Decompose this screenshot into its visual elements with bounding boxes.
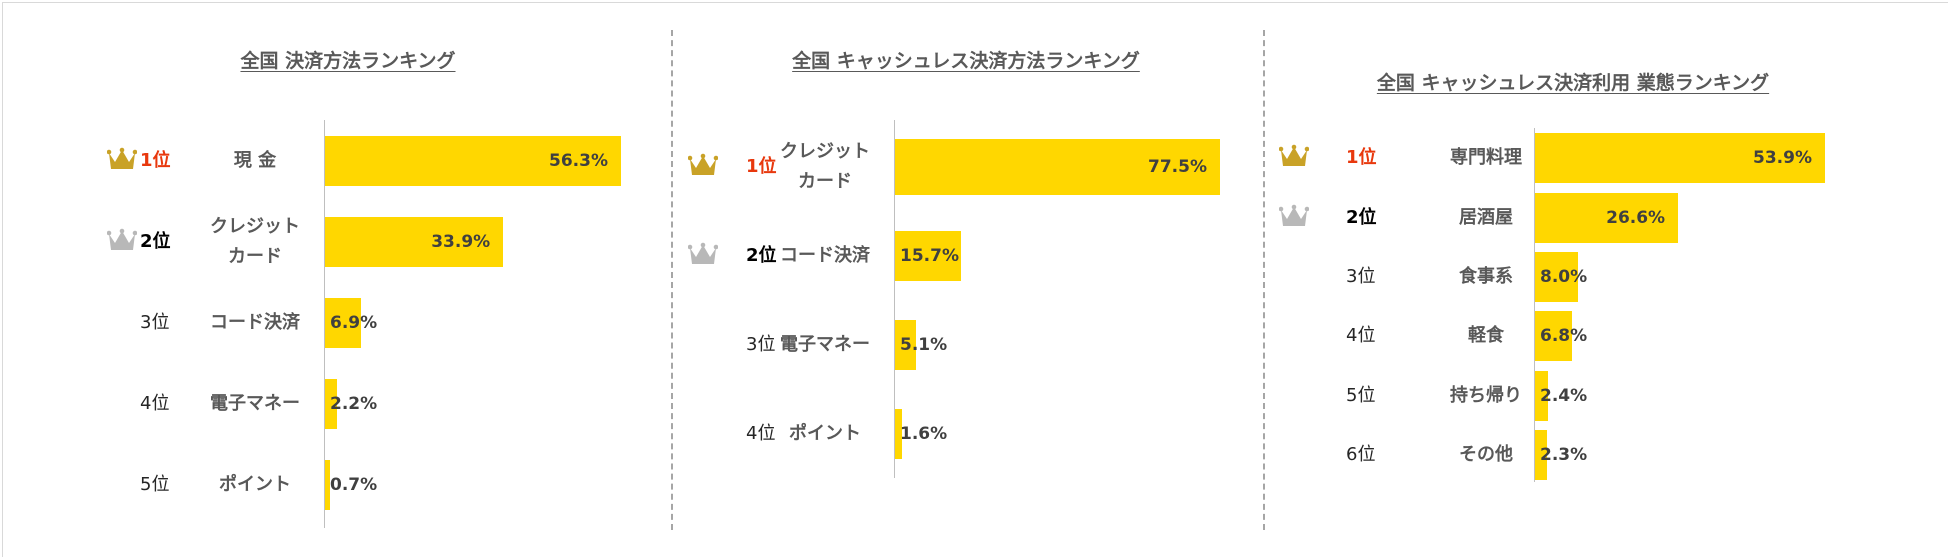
category-label: 持ち帰り [1450,385,1522,406]
rank-label: 2位 [1346,207,1377,228]
category-label: 居酒屋 [1459,207,1513,228]
value-label: 2.4% [1540,386,1588,406]
category-label: クレジット カード [210,216,300,267]
value-label: 15.7% [900,246,959,266]
y-axis-line [894,120,895,478]
panel-divider-1 [671,30,673,530]
value-label: 56.3% [549,151,608,171]
bar [325,298,362,348]
panel-title: 全国 キャッシュレス決済利用 業態ランキング [1376,72,1770,94]
rank-label: 5位 [140,474,170,495]
category-label: 専門料理 [1450,147,1522,168]
value-label: 0.7% [330,475,378,495]
gold-crown-icon [687,153,719,179]
rank-label: 2位 [746,245,777,266]
panel-divider-2 [1263,30,1265,530]
bar [895,139,1220,195]
panel-title: 全国 キャッシュレス決済方法ランキング [792,50,1140,72]
value-label: 2.2% [330,394,378,414]
category-label: ポイント [789,423,861,444]
value-label: 2.3% [1540,445,1588,465]
category-label: ポイント [219,474,291,495]
value-label: 77.5% [1148,157,1207,177]
value-label: 26.6% [1606,208,1666,228]
bar [1535,133,1825,183]
value-label: 53.9% [1753,148,1812,168]
rank-label: 1位 [1346,147,1377,168]
gold-crown-icon [106,147,138,173]
bar [325,460,330,510]
rank-label: 3位 [140,312,170,333]
bar [1535,193,1679,243]
category-label: コード決済 [780,245,870,266]
category-label: コード決済 [210,312,300,333]
bar [1535,371,1548,421]
bar [1535,311,1572,361]
rank-label: 4位 [140,393,170,414]
value-label: 33.9% [431,232,491,252]
bar [1535,430,1548,480]
rank-label: 2位 [140,231,171,252]
bar [895,409,902,459]
bar [325,217,504,267]
category-label: クレジット カード [780,141,870,192]
bar [895,320,917,370]
silver-crown-icon [687,242,719,268]
rank-label: 3位 [746,334,776,355]
rank-label: 1位 [746,156,777,177]
rank-label: 4位 [1346,325,1376,346]
category-label: 食事系 [1459,266,1513,287]
rank-label: 5位 [1346,385,1376,406]
silver-crown-icon [1278,204,1310,230]
cashless-method-ranking-panel: 全国 キャッシュレス決済方法ランキング 77.5% 1位 クレジット カード 15.7%… [671,0,1263,559]
y-axis-line [1534,128,1535,482]
bar [1535,252,1579,302]
y-axis-line [324,120,325,528]
rank-label: 3位 [1346,266,1376,287]
silver-crown-icon [106,228,138,254]
payment-method-ranking-panel: 全国 決済方法ランキング 56.3% 1位 現 金 33.9% 2位 クレジット カード 6.… [0,0,671,559]
bar [895,231,961,281]
panel-title: 全国 決済方法ランキング [240,50,456,72]
value-label: 6.8% [1540,326,1588,346]
value-label: 5.1% [900,335,948,355]
category-label: 電子マネー [210,393,300,414]
cashless-business-type-ranking-panel: 全国 キャッシュレス決済利用 業態ランキング 53.9% 1位 専門料理 26.6% 2… [1263,0,1950,559]
category-label: 現 金 [233,150,277,171]
rank-label: 6位 [1346,444,1376,465]
value-label: 8.0% [1540,267,1588,287]
value-label: 1.6% [900,424,948,444]
bar [325,379,337,429]
value-label: 6.9% [330,313,378,333]
category-label: その他 [1459,444,1513,465]
bar [325,136,621,186]
category-label: 軽食 [1468,325,1504,346]
rank-label: 1位 [140,150,171,171]
category-label: 電子マネー [780,334,870,355]
rank-label: 4位 [746,423,776,444]
gold-crown-icon [1278,144,1310,170]
